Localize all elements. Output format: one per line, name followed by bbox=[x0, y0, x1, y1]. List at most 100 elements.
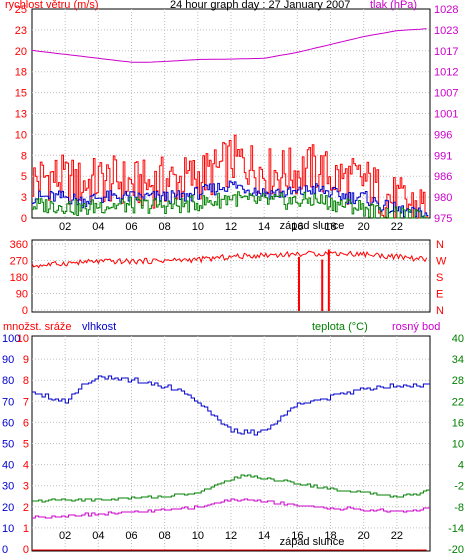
panel2-right-tick-label: N bbox=[436, 305, 444, 317]
panel1-x-tick-label: 08 bbox=[159, 221, 171, 233]
panel1-x-tick-label: 12 bbox=[225, 221, 237, 233]
panel2-left-tick-label: 180 bbox=[10, 272, 28, 284]
panel3-temperature-tick-label: 16 bbox=[452, 417, 464, 429]
panel1-x-tick-label: 18 bbox=[324, 221, 336, 233]
panel1-right-tick-label: 975 bbox=[434, 213, 452, 225]
panel3-precipitation-tick-label: 7 bbox=[23, 396, 29, 408]
panel3-precipitation-tick-label: 3 bbox=[23, 481, 29, 493]
panel3-x-tick-label: 14 bbox=[258, 530, 270, 542]
panel2-left-tick-label: 0 bbox=[22, 305, 28, 317]
panel3-humidity-tick-label: 60 bbox=[2, 417, 14, 429]
panel1-x-label: západ slunce bbox=[280, 220, 345, 232]
panel3-x-tick-label: 18 bbox=[324, 530, 336, 542]
panel1-left-tick-label: 13 bbox=[15, 109, 27, 121]
panel2-direction-line bbox=[31, 250, 428, 269]
panel1-x-tick-label: 02 bbox=[59, 221, 71, 233]
panel1-x-tick-label: 16 bbox=[291, 221, 303, 233]
panel1-left-tick-label: 8 bbox=[21, 150, 27, 162]
panel1-right-tick-label: 1023 bbox=[434, 25, 458, 37]
panel1-series-line bbox=[31, 28, 427, 63]
panel3-humidity-tick-label: 50 bbox=[2, 439, 14, 451]
panel1-right-axis-label: tlak (hPa) bbox=[370, 0, 417, 11]
panel3-precipitation-tick-label: 1 bbox=[23, 523, 29, 535]
panel3-temperature-tick-label: 4 bbox=[458, 460, 464, 472]
panel3-precipitation-tick-label: 5 bbox=[23, 439, 29, 451]
panel1-left-tick-label: 18 bbox=[15, 67, 27, 79]
panel3-series-line bbox=[32, 498, 430, 519]
panel3-humidity-tick-label: 90 bbox=[2, 354, 14, 366]
panel3-temperature-tick-label: 10 bbox=[452, 439, 464, 451]
panel1-x-tick-label: 06 bbox=[125, 221, 137, 233]
panel3-humidity-tick-label: 0 bbox=[2, 544, 8, 556]
panel3-precipitation-tick-label: 10 bbox=[17, 333, 29, 345]
panel1-left-tick-label: 0 bbox=[21, 213, 27, 225]
panel3-precipitation-label: množst. sráže bbox=[3, 321, 71, 333]
panel1-series-line bbox=[32, 180, 429, 219]
panel2-left-tick-label: 360 bbox=[10, 239, 28, 251]
panel1-series-line bbox=[32, 191, 429, 219]
panel2-left-tick-label: 270 bbox=[10, 256, 28, 268]
panel3-x-label: západ slunce bbox=[280, 536, 345, 548]
panel3-humidity-tick-label: 10 bbox=[2, 523, 14, 535]
panel2-right-tick-label: S bbox=[436, 272, 443, 284]
panel1-left-tick-label: 10 bbox=[15, 129, 27, 141]
panel1-right-tick-label: 1017 bbox=[434, 46, 458, 58]
panel1-right-tick-label: 1007 bbox=[434, 88, 458, 100]
panel2-left-tick-label: 90 bbox=[16, 289, 28, 301]
panel3-x-tick-label: 22 bbox=[391, 530, 403, 542]
panel1-left-tick-label: 5 bbox=[21, 171, 27, 183]
panel1-left-tick-label: 20 bbox=[15, 46, 27, 58]
panel1-right-tick-label: 1012 bbox=[434, 67, 458, 79]
panel3-temperature-tick-label: -14 bbox=[448, 523, 464, 535]
panel3-x-tick-label: 12 bbox=[225, 530, 237, 542]
panel1-right-tick-label: 980 bbox=[434, 192, 452, 204]
panel3-humidity-tick-label: 70 bbox=[2, 396, 14, 408]
panel3-x-tick-label: 06 bbox=[125, 530, 137, 542]
panel3-series-line bbox=[32, 474, 430, 503]
panel1-right-tick-label: 991 bbox=[434, 150, 452, 162]
panel3-humidity-tick-label: 100 bbox=[2, 333, 20, 345]
panel3-x-tick-label: 20 bbox=[358, 530, 370, 542]
panel3-temperature-label: teplota (°C) bbox=[312, 321, 368, 333]
panel3-x-tick-label: 16 bbox=[291, 530, 303, 542]
panel1-x-tick-label: 22 bbox=[391, 221, 403, 233]
panel1-x-tick-label: 10 bbox=[192, 221, 204, 233]
panel3-temperature-tick-label: 28 bbox=[452, 375, 464, 387]
panel1-right-tick-label: 1028 bbox=[434, 4, 458, 16]
panel3-humidity-tick-label: 80 bbox=[2, 375, 14, 387]
panel3-x-tick-label: 04 bbox=[92, 530, 104, 542]
panel3-x-tick-label: 02 bbox=[59, 530, 71, 542]
chart-title: 24 hour graph day : 27 January 2007 bbox=[170, 0, 350, 11]
panel1-x-tick-label: 04 bbox=[92, 221, 104, 233]
panel3-temperature-tick-label: -20 bbox=[448, 544, 464, 556]
panel3-humidity-tick-label: 20 bbox=[2, 502, 14, 514]
panel3-temperature-tick-label: -8 bbox=[454, 502, 464, 514]
panel3-precipitation-tick-label: 8 bbox=[23, 375, 29, 387]
panel2-right-tick-label: W bbox=[436, 256, 447, 268]
panel1-left-tick-label: 23 bbox=[15, 25, 27, 37]
panel1-left-axis-label: rychlost větru (m/s) bbox=[5, 0, 99, 11]
panel3-temperature-tick-label: 34 bbox=[452, 354, 464, 366]
panel3-precipitation-tick-label: 0 bbox=[23, 544, 29, 556]
panel3-temperature-tick-label: 22 bbox=[452, 396, 464, 408]
panel3-temperature-tick-label: 40 bbox=[452, 333, 464, 345]
panel3-precipitation-tick-label: 4 bbox=[23, 460, 29, 472]
panel3-series-line bbox=[32, 375, 430, 436]
panel1-right-tick-label: 1001 bbox=[434, 109, 458, 121]
panel3-x-tick-label: 10 bbox=[192, 530, 204, 542]
panel3-dewpoint-label: rosný bod bbox=[392, 321, 440, 333]
panel2-right-tick-label: E bbox=[436, 289, 443, 301]
panel3-precipitation-tick-label: 6 bbox=[23, 417, 29, 429]
panel1-x-tick-label: 14 bbox=[258, 221, 270, 233]
panel3-precipitation-tick-label: 9 bbox=[23, 354, 29, 366]
panel2-right-tick-label: N bbox=[436, 239, 444, 251]
panel1-x-tick-label: 20 bbox=[358, 221, 370, 233]
panel1-left-tick-label: 15 bbox=[15, 88, 27, 100]
panel1-series-line bbox=[32, 134, 429, 219]
panel1-left-tick-label: 25 bbox=[15, 4, 27, 16]
panel3-humidity-tick-label: 40 bbox=[2, 460, 14, 472]
panel1-right-tick-label: 996 bbox=[434, 129, 452, 141]
panel3-temperature-tick-label: -2 bbox=[454, 481, 464, 493]
